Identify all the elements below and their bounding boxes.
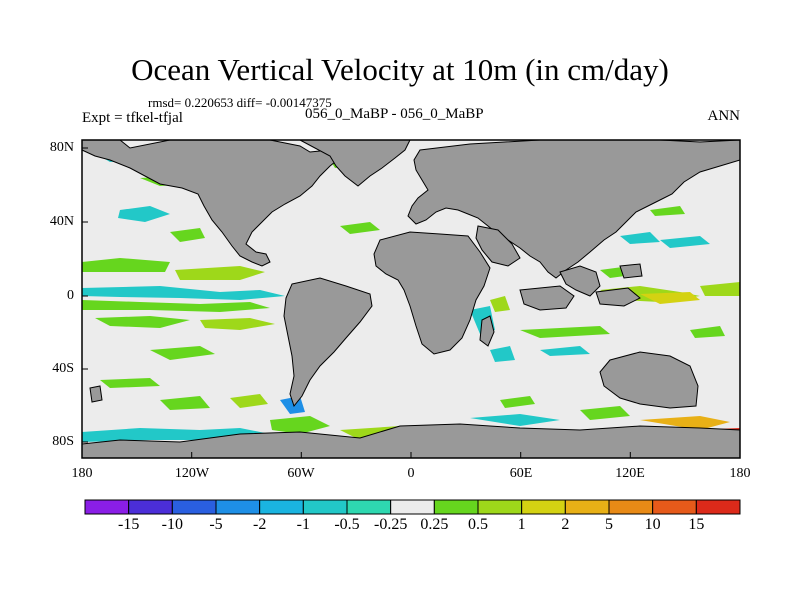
x-tick-120w: 120W: [174, 466, 210, 481]
colorbar-swatch: [302, 499, 348, 515]
colorbar-swatch: [521, 499, 566, 515]
colorbar-label: 10: [644, 516, 661, 533]
colorbar-label: -2: [252, 516, 267, 533]
colorbar-label: -15: [117, 516, 140, 533]
x-tick-60e: 60E: [509, 466, 533, 481]
colorbar-label: 0.25: [420, 516, 449, 533]
colorbar-swatch: [652, 499, 697, 515]
land-masses: [81, 139, 741, 459]
x-tick-180w: 180: [71, 466, 93, 481]
colorbar-label: -1: [296, 516, 310, 533]
colorbar-label: 5: [605, 516, 613, 533]
season-label: ANN: [707, 108, 741, 124]
colorbar-swatch: [695, 499, 741, 515]
x-tick-0: 0: [407, 466, 415, 481]
y-tick-40s: 40S: [52, 361, 74, 376]
experiment-label: Expt = tfkel-tfjal: [82, 110, 183, 126]
land-indochina: [559, 265, 601, 297]
land-japan: [619, 263, 643, 279]
y-tick-0: 0: [67, 288, 74, 303]
colorbar-label: -0.5: [334, 516, 360, 533]
land-new-guinea: [595, 287, 641, 307]
colorbar-label: -10: [161, 516, 183, 533]
y-tick-40n: 40N: [49, 214, 74, 229]
land-south-america: [283, 277, 373, 408]
colorbar-swatch: [564, 499, 610, 515]
land-aleutian-island: [89, 385, 103, 403]
land-arabia: [475, 225, 521, 267]
stats-label: rmsd= 0.220653 diff= -0.00147375: [148, 95, 332, 110]
y-tick-80n: 80N: [49, 140, 74, 155]
x-tick-120e: 120E: [615, 466, 645, 481]
colorbar-swatch: [259, 499, 304, 515]
land-australia: [599, 351, 699, 409]
colorbar-label: 15: [688, 516, 705, 533]
colorbar-label: -0.25: [373, 516, 408, 533]
land-africa: [373, 231, 491, 355]
colorbar-label: 1: [517, 516, 526, 533]
colorbar-swatch: [433, 499, 479, 515]
land-maritime-continent: [519, 285, 575, 311]
land-eurasia: [407, 139, 741, 279]
plot-title: Ocean Vertical Velocity at 10m (in cm/da…: [131, 52, 669, 87]
experiment-names: 056_0_MaBP - 056_0_MaBP: [305, 106, 484, 122]
tick-marks: [81, 147, 741, 458]
colorbar-swatch: [171, 499, 217, 515]
x-tick-180e: 180: [729, 466, 751, 481]
colorbar-swatch: [346, 499, 392, 515]
colorbar-label: -5: [209, 516, 223, 533]
colorbar-label: 2: [561, 516, 570, 533]
land-madagascar: [479, 315, 495, 347]
colorbar-label: 0.5: [468, 516, 488, 533]
y-tick-80s: 80S: [52, 434, 74, 449]
land-north-america: [81, 139, 341, 267]
land-greenland: [299, 139, 411, 187]
colorbar-swatch: [390, 499, 435, 515]
colorbar-swatch: [84, 499, 130, 515]
colorbar-swatch: [128, 499, 173, 515]
colorbar-swatch: [215, 499, 261, 515]
colorbar-swatch: [477, 499, 523, 515]
colorbar-swatch: [608, 499, 654, 515]
x-tick-60w: 60W: [287, 466, 315, 481]
